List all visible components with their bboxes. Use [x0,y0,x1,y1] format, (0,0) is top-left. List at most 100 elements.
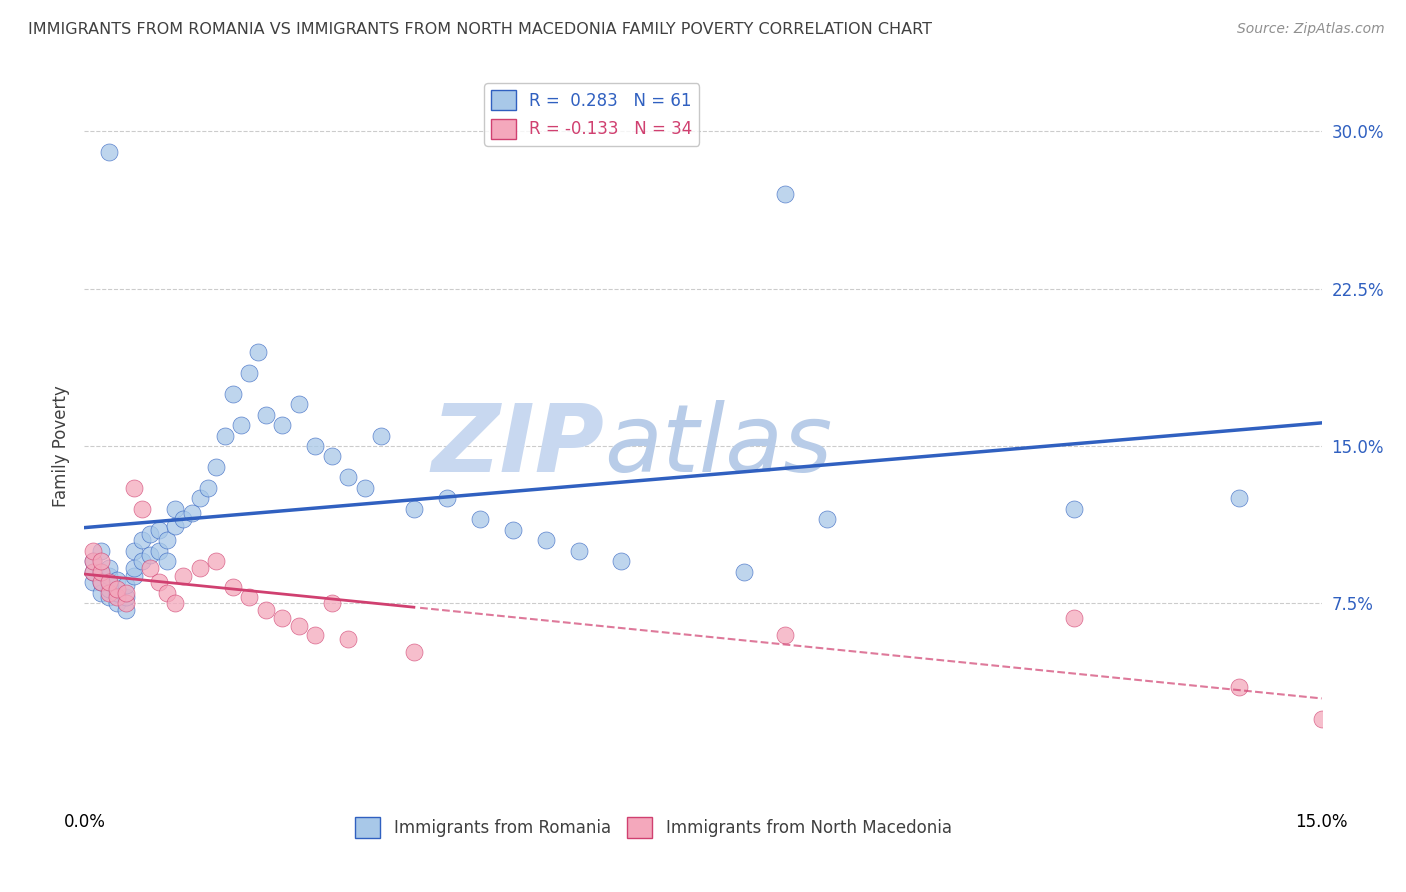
Point [114,590,136,604]
Point [436,491,458,506]
Point [105,582,128,596]
Point [90,575,112,590]
Point [370,428,392,442]
Point [1227,491,1250,506]
Text: Source: ZipAtlas.com: Source: ZipAtlas.com [1237,22,1385,37]
Point [156,586,179,600]
Point [156,533,179,548]
Point [271,417,294,432]
Point [114,586,136,600]
Y-axis label: Family Poverty: Family Poverty [52,385,70,507]
Point [254,408,277,422]
Point [1310,712,1333,726]
Point [139,560,162,574]
Point [82,544,104,558]
Point [304,628,326,642]
Point [105,574,128,588]
Point [98,145,121,160]
Point [90,565,112,579]
Point [114,577,136,591]
Point [222,580,245,594]
Point [188,560,211,574]
Point [105,590,128,604]
Point [131,554,153,568]
Point [337,632,360,646]
Point [404,502,426,516]
Point [114,596,136,610]
Point [122,544,145,558]
Text: atlas: atlas [605,401,832,491]
Point [82,554,104,568]
Point [205,460,228,475]
Point [98,586,121,600]
Point [139,527,162,541]
Point [131,502,153,516]
Point [304,439,326,453]
Point [775,187,797,202]
Point [1227,681,1250,695]
Point [82,575,104,590]
Point [321,596,343,610]
Point [82,565,104,579]
Point [271,611,294,625]
Point [733,565,755,579]
Point [105,586,128,600]
Point [188,491,211,506]
Point [238,366,260,380]
Point [536,533,558,548]
Point [337,470,360,484]
Point [148,523,170,537]
Point [82,565,104,579]
Point [98,590,121,604]
Point [775,628,797,642]
Point [205,554,228,568]
Point [90,554,112,568]
Point [1063,502,1085,516]
Point [568,544,591,558]
Point [172,512,194,526]
Point [815,512,838,526]
Point [105,596,128,610]
Point [238,590,260,604]
Point [246,344,269,359]
Point [165,502,187,516]
Point [156,554,179,568]
Point [502,523,524,537]
Point [122,560,145,574]
Point [254,603,277,617]
Point [90,544,112,558]
Point [98,569,121,583]
Point [229,417,252,432]
Point [197,481,219,495]
Point [90,565,112,579]
Point [609,554,631,568]
Text: IMMIGRANTS FROM ROMANIA VS IMMIGRANTS FROM NORTH MACEDONIA FAMILY POVERTY CORREL: IMMIGRANTS FROM ROMANIA VS IMMIGRANTS FR… [28,22,932,37]
Point [404,645,426,659]
Point [98,582,121,596]
Point [165,596,187,610]
Point [470,512,492,526]
Point [122,569,145,583]
Point [131,533,153,548]
Point [148,544,170,558]
Point [353,481,375,495]
Point [321,450,343,464]
Point [90,586,112,600]
Point [122,481,145,495]
Point [172,569,194,583]
Point [288,397,311,411]
Point [222,386,245,401]
Point [180,506,202,520]
Point [148,575,170,590]
Point [139,548,162,562]
Point [98,575,121,590]
Point [114,603,136,617]
Point [1063,611,1085,625]
Point [288,619,311,633]
Text: ZIP: ZIP [432,400,605,492]
Legend: Immigrants from Romania, Immigrants from North Macedonia: Immigrants from Romania, Immigrants from… [349,811,959,845]
Point [98,560,121,574]
Point [82,554,104,568]
Point [90,575,112,590]
Point [165,518,187,533]
